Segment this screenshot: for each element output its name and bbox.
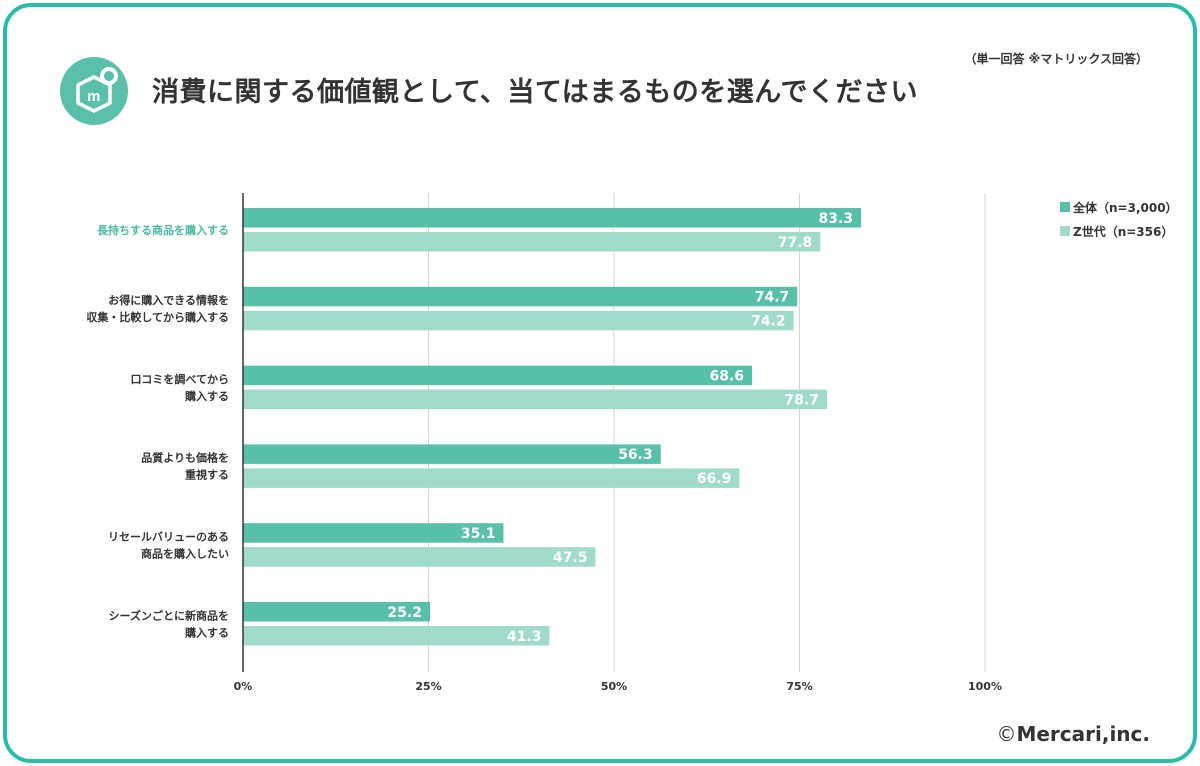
data-label: 74.2 bbox=[751, 314, 786, 330]
data-label: 74.7 bbox=[755, 290, 790, 306]
bar-all bbox=[243, 365, 753, 386]
x-tick-label: 50% bbox=[601, 680, 627, 693]
x-tick-label: 100% bbox=[968, 680, 1002, 693]
bar-all bbox=[243, 602, 430, 622]
category-label: 長持ちする商品を購入する bbox=[97, 223, 229, 237]
category-label: 品質よりも価格を bbox=[141, 451, 229, 465]
svg-text:m: m bbox=[87, 88, 100, 105]
data-label: 25.2 bbox=[387, 605, 422, 621]
legend-label: 全体（n=3,000） bbox=[1072, 200, 1178, 215]
legend-swatch bbox=[1060, 202, 1070, 212]
category-label: お得に購入できる情報を bbox=[108, 293, 229, 307]
bar-genz bbox=[243, 389, 827, 410]
data-label: 47.5 bbox=[553, 550, 588, 566]
x-tick-label: 25% bbox=[415, 680, 441, 693]
category-label: 購入する bbox=[184, 389, 229, 403]
category-label: 商品を購入したい bbox=[141, 546, 229, 560]
bar-genz bbox=[243, 468, 740, 488]
copyright-symbol: © bbox=[996, 722, 1017, 746]
legend-label: Z世代（n=356） bbox=[1073, 224, 1173, 239]
data-label: 68.6 bbox=[709, 368, 744, 384]
data-label: 83.3 bbox=[819, 211, 854, 227]
x-tick-label: 0% bbox=[234, 680, 253, 693]
bar-all bbox=[243, 286, 798, 307]
category-label: シーズンごとに新商品を bbox=[109, 608, 229, 622]
legend-swatch bbox=[1060, 226, 1070, 236]
answer-note: （単一回答 ※マトリックス回答） bbox=[964, 52, 1149, 66]
data-label: 56.3 bbox=[618, 447, 653, 463]
category-label: リセールバリューのある bbox=[108, 530, 229, 543]
data-label: 77.8 bbox=[778, 235, 813, 251]
copyright: ©Mercari,inc. bbox=[996, 722, 1150, 746]
bar-genz bbox=[243, 626, 550, 646]
category-label: 収集・比較してから購入する bbox=[86, 310, 229, 324]
category-label: 口コミを調べてから bbox=[130, 372, 229, 386]
bar-genz bbox=[243, 547, 596, 567]
chart-title: 消費に関する価値観として、当てはまるものを選んでください bbox=[152, 77, 918, 108]
category-label: 重視する bbox=[185, 468, 229, 482]
bar-all bbox=[243, 208, 862, 228]
x-tick-label: 75% bbox=[786, 680, 812, 693]
bar-all bbox=[243, 523, 504, 543]
category-label: 購入する bbox=[184, 625, 229, 639]
bar-genz bbox=[243, 232, 821, 252]
bar-genz bbox=[243, 310, 794, 331]
data-label: 35.1 bbox=[461, 526, 496, 542]
data-label: 66.9 bbox=[697, 471, 732, 487]
data-label: 78.7 bbox=[784, 392, 819, 408]
mercari-logo-icon: m bbox=[60, 57, 128, 125]
bar-all bbox=[243, 444, 661, 464]
copyright-text: Mercari,inc. bbox=[1016, 722, 1150, 746]
data-label: 41.3 bbox=[507, 629, 542, 645]
